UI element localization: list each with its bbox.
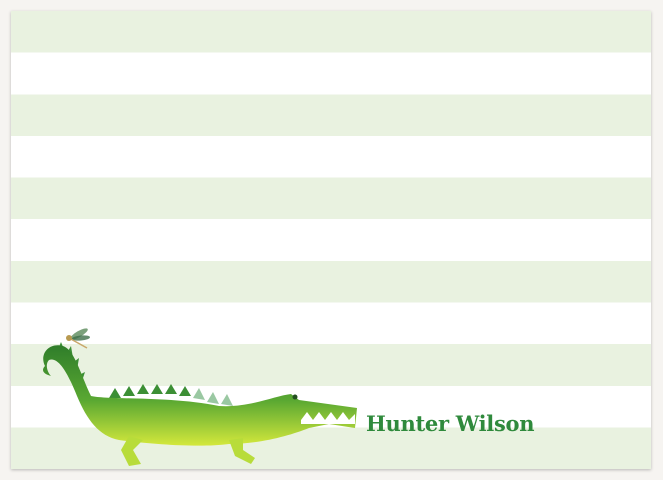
dragonfly-icon [66,328,90,349]
recipient-name: Hunter Wilson [366,411,535,436]
crocodile-illustration [43,328,357,466]
stationery-card: Hunter Wilson [11,11,651,469]
